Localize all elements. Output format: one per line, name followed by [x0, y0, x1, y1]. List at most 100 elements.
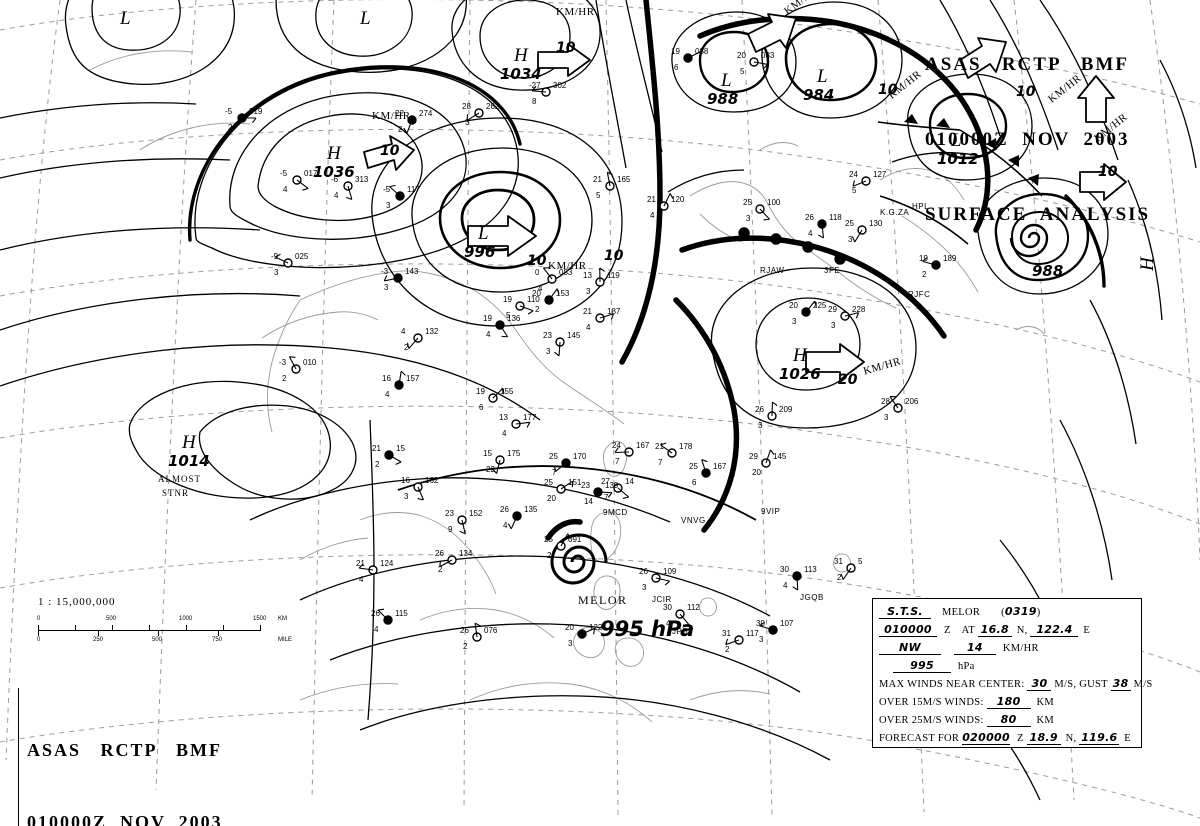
wind-barb	[466, 112, 480, 121]
pressure-center-L-central: L	[478, 223, 489, 244]
station-dewpoint: 7	[604, 493, 609, 502]
wind-barb	[599, 313, 614, 320]
station-dewpoint: 3	[274, 268, 279, 277]
station-dewpoint: 5	[596, 191, 601, 200]
wind-barb	[499, 324, 509, 338]
pressure-center-H-northwest: H	[327, 143, 341, 164]
station-temp: 19	[503, 295, 512, 304]
station-dewpoint: 3	[759, 635, 764, 644]
wind-barb	[474, 622, 481, 638]
station-pressure: 228	[852, 305, 866, 314]
wind-barb	[805, 300, 817, 313]
pressure-center-L-topleft-2: L	[360, 8, 371, 29]
wind-barb	[554, 462, 567, 473]
wind-barb	[597, 491, 613, 498]
station-dewpoint: 4	[666, 619, 671, 628]
motion-speed-5: 10	[1016, 84, 1036, 100]
station-temp: 23	[543, 331, 552, 340]
station-pressure: 145	[567, 331, 581, 340]
station-dewpoint: 4	[538, 284, 543, 293]
sts-forecast-lon-unit: E	[1124, 733, 1132, 744]
station-pressure: 165	[617, 175, 631, 184]
sts-dir-value: NW	[879, 641, 941, 655]
station-temp: 30	[663, 603, 672, 612]
station-pressure: 157	[406, 374, 420, 383]
station-dewpoint: 2	[404, 343, 409, 352]
sts-maxwinds-label: MAX WINDS NEAR CENTER:	[879, 679, 1025, 690]
station-temp: 26	[371, 609, 380, 618]
station-temp: 21	[593, 175, 602, 184]
station-temp: -5	[280, 169, 288, 178]
station-dewpoint: 4	[502, 429, 507, 438]
station-pressure: 091	[568, 535, 582, 544]
wind-barb	[346, 185, 353, 200]
station-temp: 20	[737, 51, 746, 60]
station-temp: 19	[476, 387, 485, 396]
pressure-center-H-north: H	[514, 45, 528, 66]
station-dewpoint: 3	[568, 639, 573, 648]
sts-forecast-time-unit: Z	[1017, 733, 1024, 744]
scale-mi-3: 750	[212, 637, 223, 643]
pressure-center-L-east: L	[951, 130, 962, 151]
station-pressure: 187	[607, 307, 621, 316]
pressure-value-H-pacific: 1026	[779, 365, 821, 383]
station-temp: -5	[383, 185, 391, 194]
station-dewpoint: 14	[584, 497, 593, 506]
sts-forecast-time: 020000	[962, 731, 1011, 745]
station-id-5: JGQB	[800, 593, 824, 602]
wind-barb	[663, 193, 674, 207]
station-pressure: 170	[573, 452, 587, 461]
sts-row-name: S.T.S. MELOR (0319)	[879, 605, 1041, 619]
station-temp: 26	[639, 567, 648, 576]
sts-over15-value: 180	[986, 695, 1031, 709]
station-temp: 21	[372, 444, 381, 453]
station-pressure: 109	[663, 567, 677, 576]
sts-over25-label: OVER 25M/S WINDS:	[879, 715, 984, 726]
sts-forecast-label: FORECAST FOR	[879, 733, 960, 744]
station-pressure: 175	[507, 449, 521, 458]
wind-barb	[296, 179, 309, 191]
station-temp: 29	[828, 305, 837, 314]
sts-row-position: 010000 Z AT 16.8 N, 122.4 E	[879, 623, 1090, 637]
sts-time-unit: Z	[943, 625, 951, 636]
wind-barb	[389, 184, 401, 197]
station-dewpoint: 3	[746, 214, 751, 223]
wind-barb	[817, 223, 825, 239]
station-temp: 26	[435, 549, 444, 558]
title-tr-line1: ASAS RCTP BMF	[925, 54, 1129, 75]
pressure-value-H-northwest: 1036	[313, 163, 355, 181]
wind-barb	[660, 442, 673, 454]
station-pressure: 15	[396, 444, 405, 453]
wind-barb	[725, 638, 740, 646]
station-pressure: 167	[636, 441, 650, 450]
station-dewpoint: 4	[586, 323, 591, 332]
station-temp: 26	[755, 405, 764, 414]
wind-barb	[844, 312, 860, 319]
sts-over15-label: OVER 15M/S WINDS:	[879, 697, 984, 708]
station-pressure: 110	[527, 295, 540, 304]
station-dewpoint: 5	[506, 311, 511, 320]
station-temp: 21	[655, 442, 664, 451]
motion-speed-2: 10	[527, 253, 547, 269]
pressure-center-L-northeast-2: L	[817, 66, 828, 87]
motion-unit-1: KM/HR	[372, 110, 411, 122]
scale-km-2: 1000	[179, 616, 193, 622]
station-pressure: 167	[713, 462, 727, 471]
wind-barb	[507, 515, 518, 530]
station-temp: 25	[549, 452, 558, 461]
wind-barb	[617, 487, 630, 499]
station-pressure: 083	[559, 268, 573, 277]
remark2-H-ocean-west: STNR	[162, 488, 190, 498]
station-dewpoint: 6	[479, 403, 484, 412]
wind-barb	[599, 267, 605, 283]
motion-speed-6: 10	[1098, 164, 1118, 180]
station-pressure: 117	[407, 185, 420, 194]
station-temp: 21	[583, 307, 592, 316]
station-dewpoint: 20	[752, 468, 761, 477]
station-temp: 20	[532, 289, 541, 298]
wind-barb	[515, 421, 531, 428]
station-temp: 25	[544, 478, 553, 487]
station-pressure: 145	[773, 452, 787, 461]
